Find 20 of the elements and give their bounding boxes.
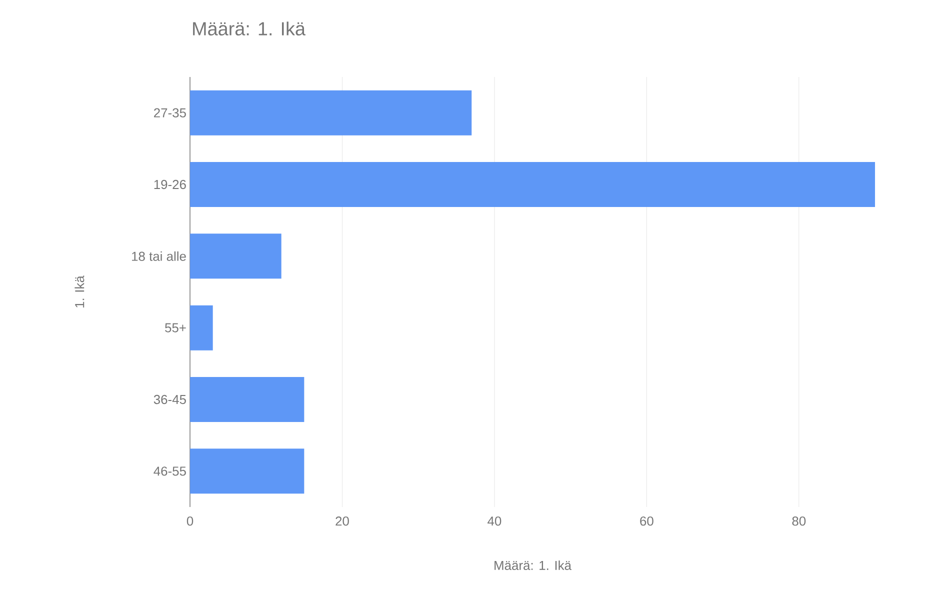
bar [190,90,472,136]
x-axis-title: Määrä: 1. Ikä [494,560,572,570]
x-tick-label: 80 [792,516,806,526]
x-tick-label: 20 [336,516,349,526]
y-tick-label: 19-26 [154,180,186,190]
x-tick-label: 60 [640,516,654,526]
bar [190,448,304,494]
y-tick-label: 27-35 [154,108,186,118]
y-tick-label: 46-55 [154,466,186,476]
bar [190,234,282,279]
y-tick-label: 55+ [165,323,186,332]
bar [190,376,304,422]
bar [190,305,213,350]
bar [190,162,876,207]
y-axis-title: 1. Ikä [74,276,84,308]
y-tick-label: 18 tai alle [132,251,186,261]
chart-title: Määrä: 1. Ikä [193,22,306,36]
x-tick-label: 40 [488,516,502,526]
y-tick-label: 36-45 [154,394,186,404]
x-tick-label: 0 [186,516,194,526]
